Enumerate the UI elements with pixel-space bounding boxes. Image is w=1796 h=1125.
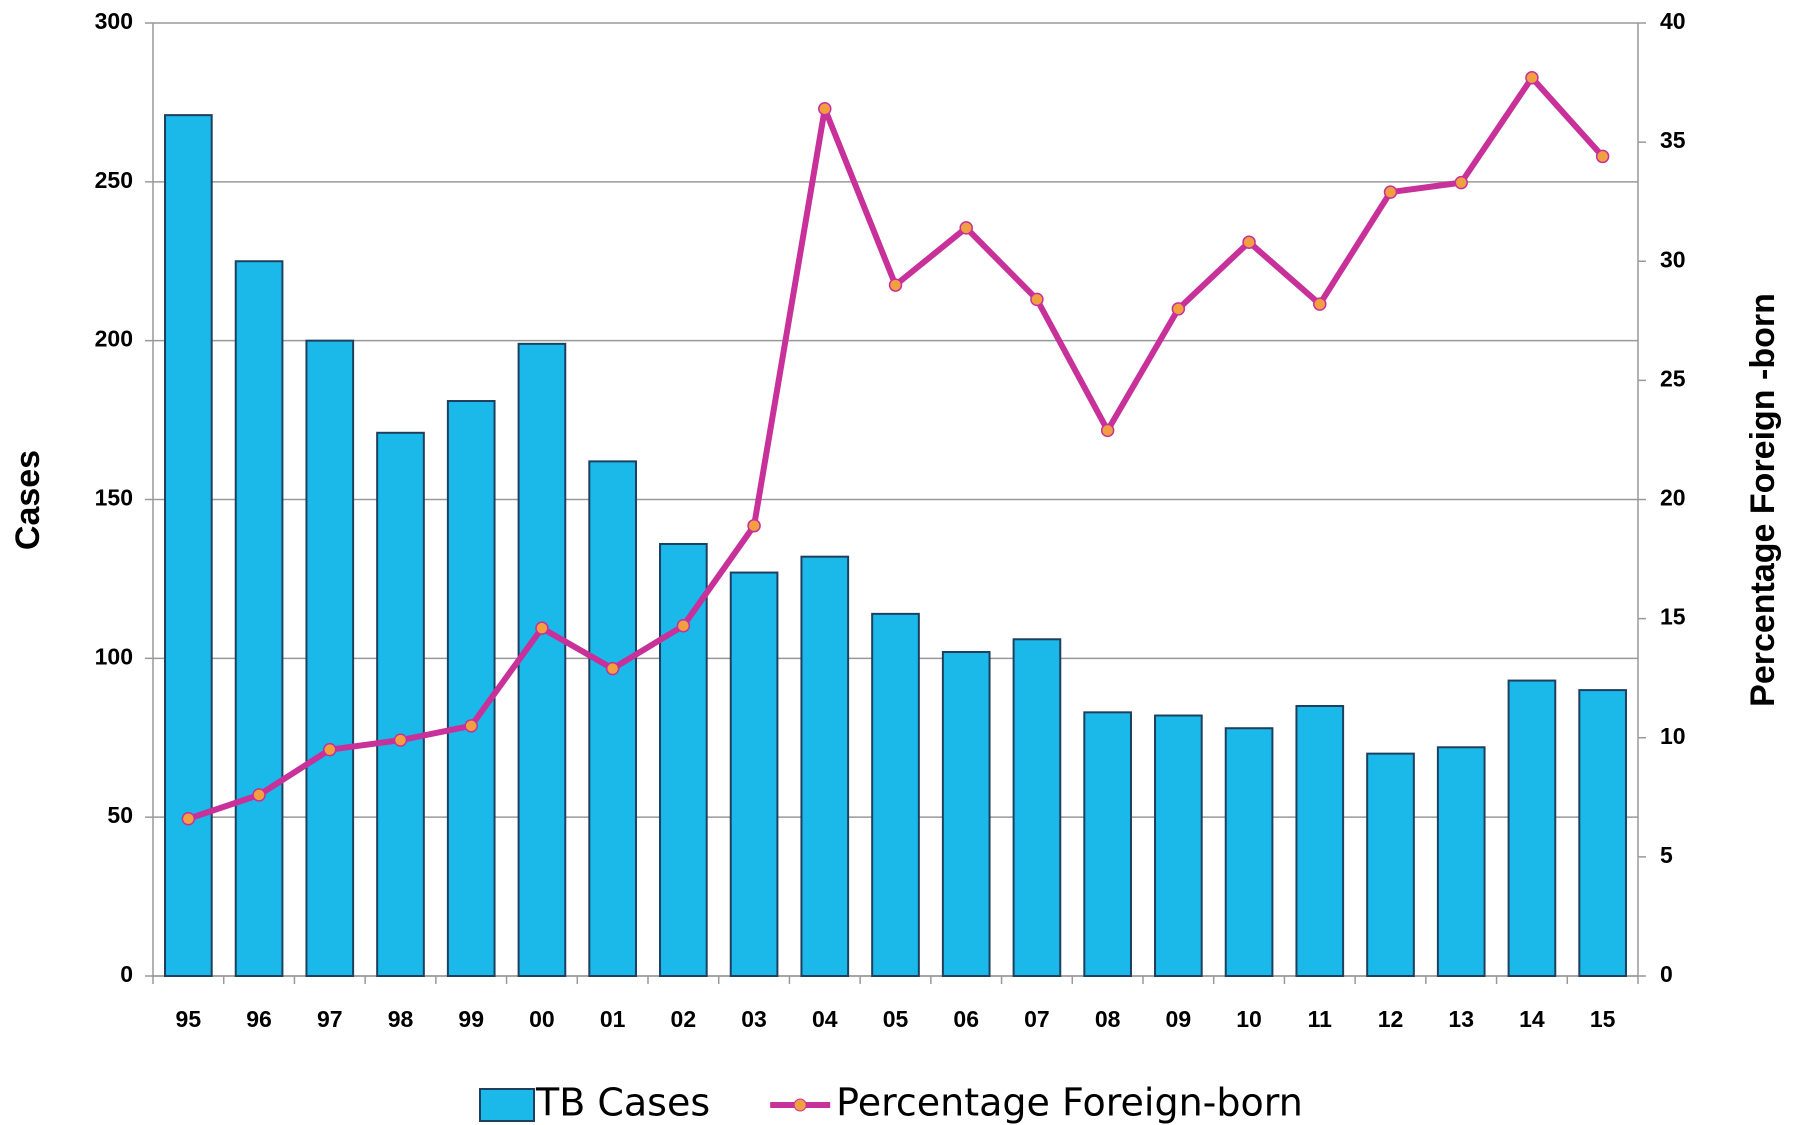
marker <box>1313 297 1327 311</box>
x-tick-label: 14 <box>1519 1006 1545 1032</box>
bar <box>1295 704 1345 977</box>
bar <box>729 571 779 978</box>
legend-label: TB Cases <box>535 1081 710 1125</box>
marker <box>1030 292 1044 307</box>
y2-tick-label: 5 <box>1660 842 1673 868</box>
x-tick-label: 15 <box>1590 1006 1616 1032</box>
marker <box>1525 71 1539 85</box>
y-tick-label: 150 <box>95 485 133 511</box>
x-tick-label: 96 <box>246 1006 272 1032</box>
marker <box>1100 423 1115 438</box>
bar <box>1154 714 1203 977</box>
y2-tick-label: 30 <box>1660 246 1686 272</box>
x-tick-label: 04 <box>812 1006 838 1032</box>
marker <box>959 221 973 235</box>
y2-tick-label: 10 <box>1660 723 1686 749</box>
marker <box>181 812 196 826</box>
x-tick-label: 10 <box>1236 1006 1262 1032</box>
x-tick-label: 05 <box>883 1006 909 1032</box>
x-tick-label: 95 <box>176 1006 202 1032</box>
bar <box>376 431 425 978</box>
y2-tick-label: 25 <box>1660 365 1686 391</box>
marker <box>323 742 337 757</box>
marker <box>1595 149 1610 164</box>
x-tick-label: 12 <box>1378 1006 1404 1032</box>
y2-tick-label: 15 <box>1660 604 1686 630</box>
y2-tick-label: 35 <box>1660 127 1686 153</box>
y-tick-label: 200 <box>95 326 133 352</box>
marker <box>888 278 903 292</box>
y-tick-label: 300 <box>95 8 133 34</box>
x-tick-label: 09 <box>1166 1006 1192 1032</box>
marker <box>393 733 408 747</box>
marker <box>747 518 761 533</box>
x-tick-label: 06 <box>953 1006 979 1032</box>
y-tick-label: 0 <box>120 961 133 987</box>
marker <box>1242 235 1256 249</box>
bar <box>305 339 355 977</box>
bar <box>1507 679 1557 977</box>
bar <box>1224 727 1274 977</box>
bar <box>941 650 991 977</box>
x-tick-label: 08 <box>1095 1006 1121 1032</box>
marker <box>818 102 832 116</box>
bar <box>1578 689 1627 977</box>
legend-marker <box>793 1098 807 1112</box>
marker <box>252 788 266 802</box>
y-axis-label: Cases <box>9 450 47 550</box>
marker <box>535 621 549 635</box>
marker <box>464 719 478 733</box>
x-tick-label: 07 <box>1024 1006 1050 1032</box>
y-tick-label: 50 <box>107 802 133 828</box>
bar <box>234 260 284 977</box>
y2-tick-label: 20 <box>1660 485 1686 511</box>
bar <box>1012 638 1062 977</box>
marker <box>1454 175 1468 190</box>
x-tick-label: 11 <box>1308 1006 1333 1032</box>
bar <box>659 542 708 977</box>
bar <box>164 114 213 977</box>
x-tick-label: 02 <box>671 1006 697 1032</box>
bar <box>588 460 637 977</box>
x-tick-label: 01 <box>600 1006 626 1032</box>
bar <box>1436 746 1486 978</box>
bar <box>1083 711 1132 977</box>
bar <box>517 342 567 977</box>
y2-tick-label: 0 <box>1660 961 1673 987</box>
x-tick-label: 99 <box>458 1006 484 1032</box>
y-tick-label: 100 <box>95 643 133 669</box>
bar <box>871 612 920 977</box>
marker <box>676 619 691 633</box>
y2-tick-label: 40 <box>1660 8 1686 34</box>
x-tick-label: 97 <box>317 1006 343 1032</box>
x-tick-label: 03 <box>741 1006 767 1032</box>
x-tick-label: 13 <box>1448 1006 1474 1032</box>
y2-axis-label: Percentage Foreign -born <box>1744 293 1782 707</box>
legend-label: Percentage Foreign-born <box>836 1081 1303 1125</box>
x-tick-label: 98 <box>388 1006 414 1032</box>
marker <box>1171 302 1186 316</box>
marker <box>605 661 620 676</box>
legend-swatch <box>479 1088 535 1122</box>
x-tick-label: 00 <box>529 1006 555 1032</box>
bar <box>446 400 496 978</box>
bar <box>800 555 850 977</box>
y-tick-label: 250 <box>95 167 133 193</box>
marker <box>1383 185 1398 199</box>
bar <box>1366 752 1415 978</box>
